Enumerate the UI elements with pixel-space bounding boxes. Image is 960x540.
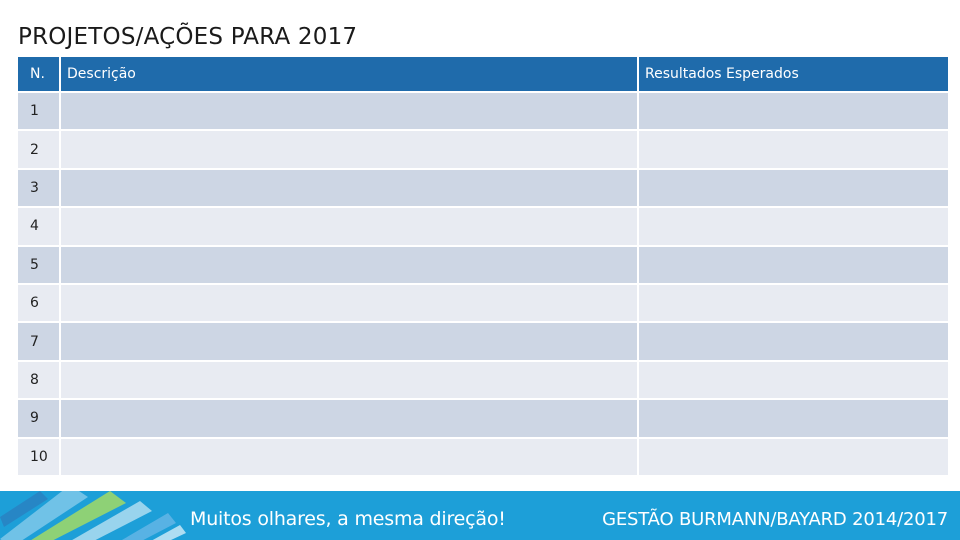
description-cell[interactable] [61,208,639,247]
slide-title: PROJETOS/AÇÕES PARA 2017 [18,24,358,50]
description-cell[interactable] [61,284,639,324]
table-row: 1 [18,93,950,132]
row-number: 1 [18,93,61,132]
row-number: 10 [18,438,61,477]
expected-results-cell[interactable] [639,169,950,209]
expected-results-cell[interactable] [639,361,950,401]
expected-results-cell[interactable] [639,131,950,170]
table-row: 5 [18,246,950,285]
table-row: 10 [18,438,950,477]
description-cell[interactable] [61,323,639,362]
description-cell[interactable] [61,246,639,285]
table-row: 7 [18,323,950,362]
description-cell[interactable] [61,400,639,439]
expected-results-cell[interactable] [639,93,950,132]
table-header-row: N. Descrição Resultados Esperados [18,57,950,93]
expected-results-cell[interactable] [639,400,950,439]
expected-results-cell[interactable] [639,284,950,324]
table-row: 4 [18,208,950,247]
footer-slogan: Muitos olhares, a mesma direção! [190,508,506,530]
table-row: 6 [18,284,950,324]
row-number: 3 [18,169,61,209]
row-number: 4 [18,208,61,247]
table-row: 8 [18,361,950,401]
row-number: 5 [18,246,61,285]
description-cell[interactable] [61,361,639,401]
row-number: 7 [18,323,61,362]
description-cell[interactable] [61,438,639,477]
description-cell[interactable] [61,169,639,209]
row-number: 2 [18,131,61,170]
expected-results-cell[interactable] [639,246,950,285]
description-cell[interactable] [61,93,639,132]
row-number: 8 [18,361,61,401]
projects-table: N. Descrição Resultados Esperados 1 2 3 … [18,57,950,477]
table-row: 2 [18,131,950,170]
footer-administration: GESTÃO BURMANN/BAYARD 2014/2017 [602,509,948,530]
description-cell[interactable] [61,131,639,170]
table-row: 9 [18,400,950,439]
table-row: 3 [18,169,950,209]
expected-results-cell[interactable] [639,438,950,477]
footer-banner: Muitos olhares, a mesma direção! GESTÃO … [0,491,960,540]
expected-results-cell[interactable] [639,208,950,247]
arrows-decoration-icon [0,491,186,540]
column-header-number: N. [18,57,61,93]
row-number: 9 [18,400,61,439]
expected-results-cell[interactable] [639,323,950,362]
column-header-description: Descrição [61,57,639,93]
column-header-expected-results: Resultados Esperados [639,57,950,93]
row-number: 6 [18,284,61,324]
